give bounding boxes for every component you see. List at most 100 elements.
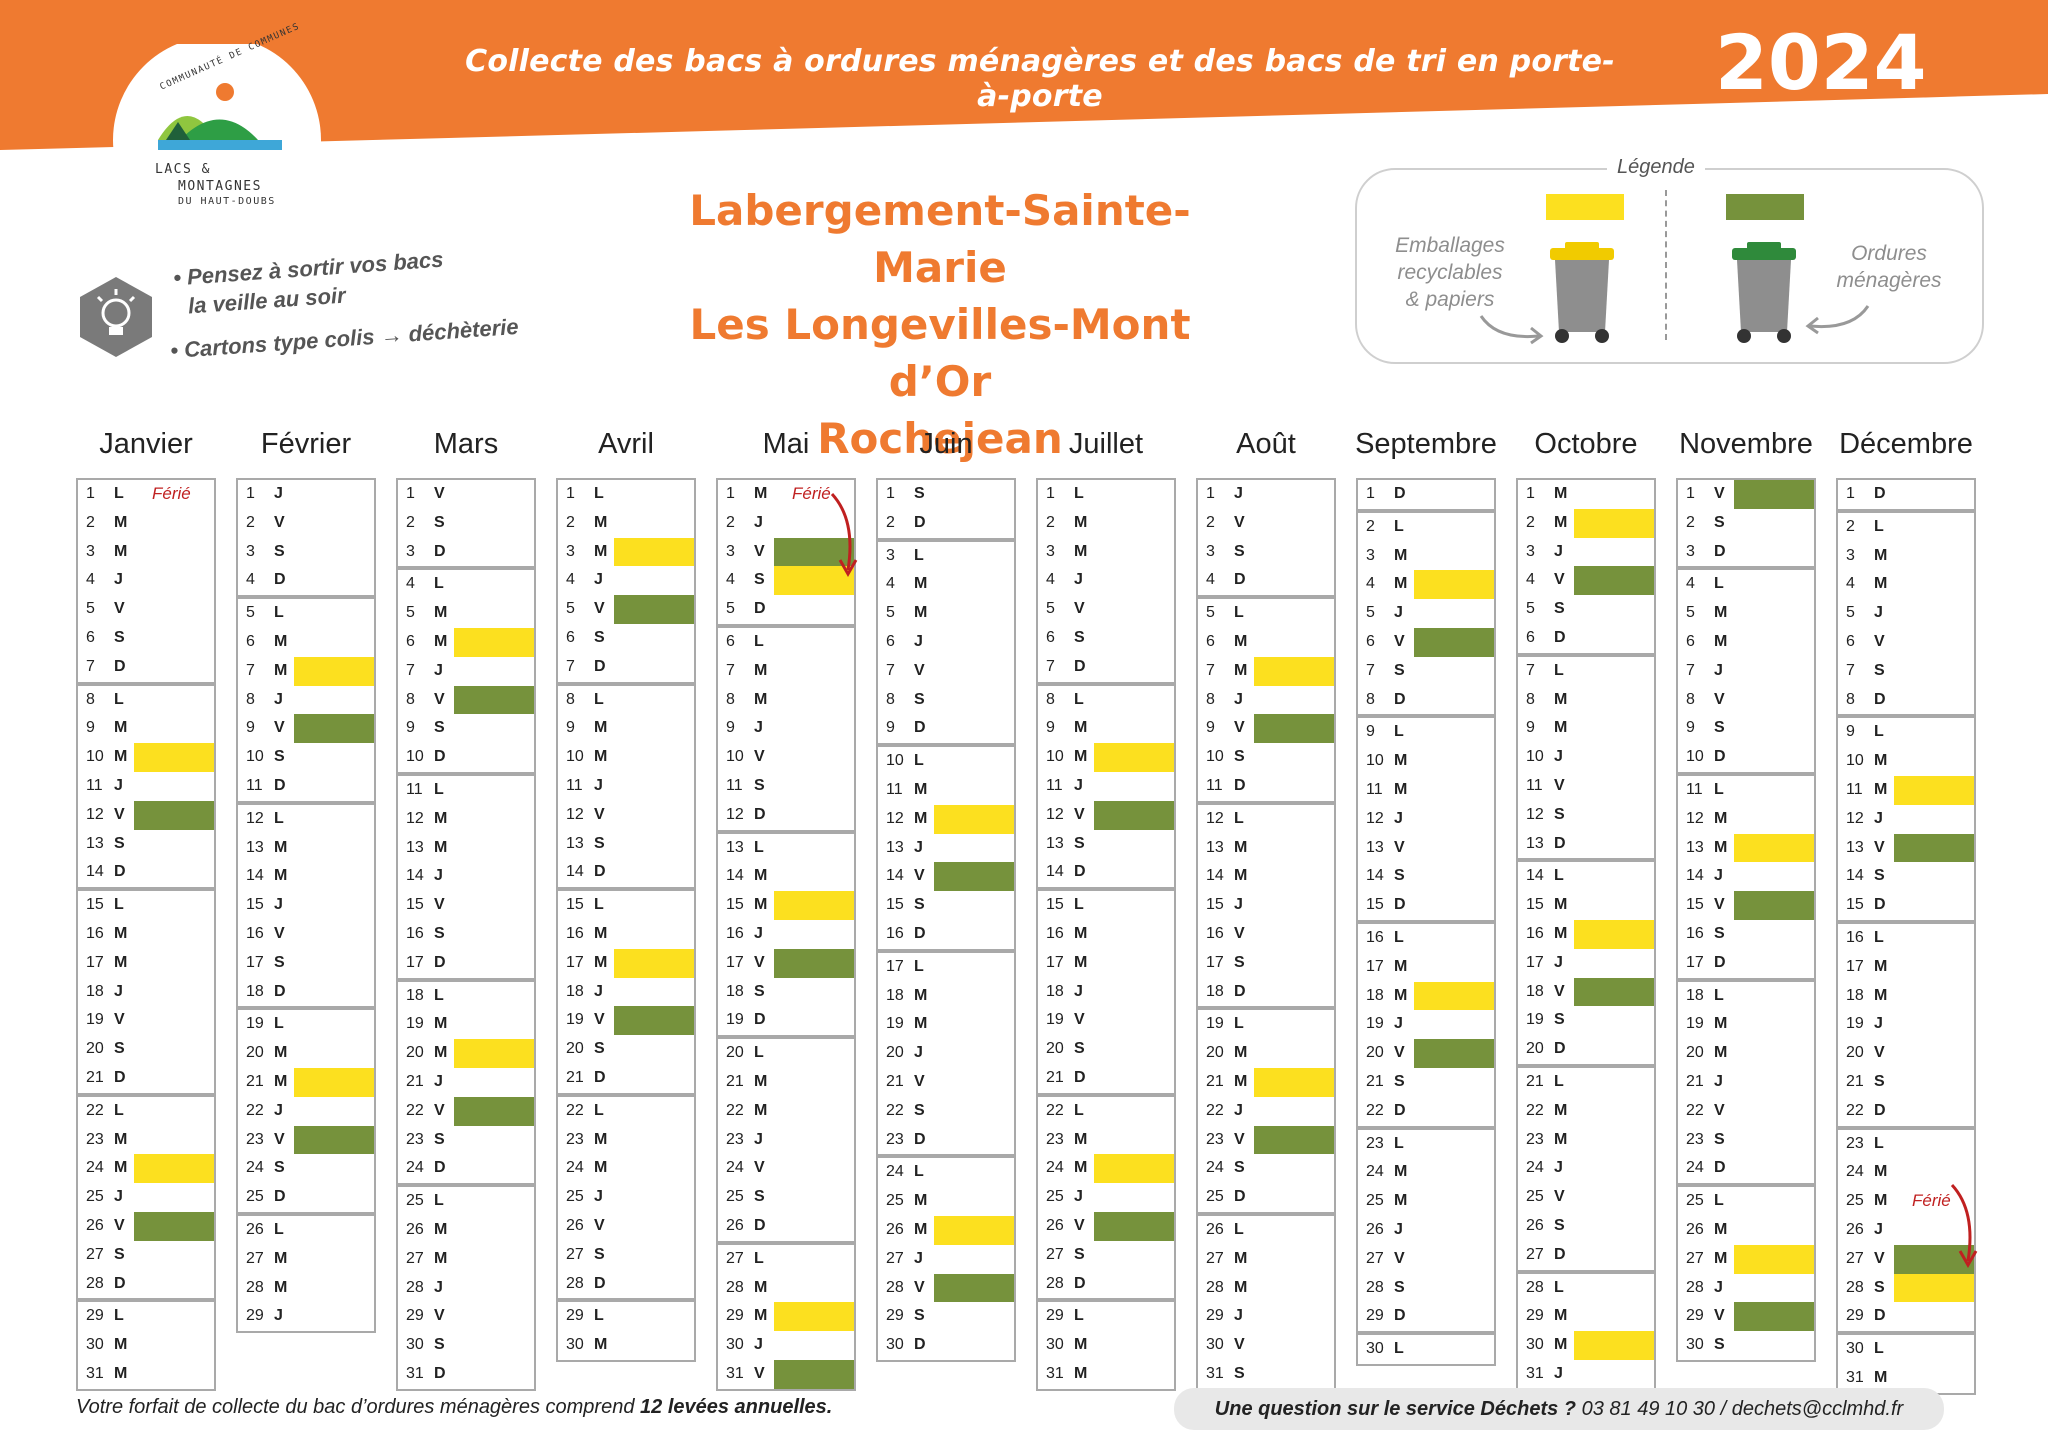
- recycling-collection-marker: [134, 1154, 214, 1184]
- day-row: 23 M: [1518, 1126, 1654, 1155]
- recycling-collection-marker: [1574, 508, 1654, 538]
- day-number: 20: [1846, 1044, 1864, 1062]
- day-row: 29 L: [1038, 1302, 1174, 1331]
- day-letter: L: [114, 485, 124, 502]
- day-row: 28 D: [558, 1270, 694, 1299]
- day-number: 30: [566, 1336, 584, 1354]
- household-waste-collection-marker: [1894, 833, 1974, 863]
- day-row: 31 M: [78, 1360, 214, 1389]
- day-number: 29: [86, 1307, 104, 1325]
- day-number: 8: [1526, 690, 1535, 708]
- day-number: 11: [1206, 776, 1223, 794]
- day-number: 22: [1046, 1101, 1064, 1119]
- day-row: 17 M: [1838, 953, 1974, 982]
- day-row: 11 L: [398, 776, 534, 805]
- day-row: 27 M: [1678, 1244, 1814, 1274]
- day-row: 19 V: [1038, 1006, 1174, 1035]
- day-number: 28: [406, 1278, 424, 1296]
- day-number: 20: [86, 1040, 104, 1058]
- day-letter: J: [1234, 1307, 1243, 1325]
- day-number: 19: [1046, 1011, 1064, 1029]
- day-number: 3: [1206, 542, 1215, 560]
- day-row: 20 L: [718, 1039, 854, 1068]
- day-letter: M: [1394, 546, 1408, 564]
- day-number: 4: [86, 571, 95, 589]
- day-letter: J: [114, 1188, 123, 1206]
- day-letter: D: [1714, 1159, 1726, 1177]
- day-letter: V: [1074, 1011, 1085, 1029]
- day-row: 23 M: [1038, 1126, 1174, 1155]
- day-number: 13: [1046, 834, 1064, 852]
- day-number: 1: [1046, 485, 1055, 502]
- day-row: 15 S: [878, 891, 1014, 920]
- day-letter: L: [1394, 723, 1404, 741]
- day-letter: D: [1554, 628, 1566, 646]
- day-number: 16: [726, 924, 744, 942]
- day-letter: M: [434, 1044, 448, 1062]
- day-letter: J: [914, 838, 923, 856]
- day-letter: L: [914, 1163, 924, 1181]
- tip-2: • Cartons type colis → déchèterie: [169, 313, 520, 364]
- day-letter: D: [1874, 1307, 1886, 1325]
- day-letter: L: [594, 485, 604, 502]
- week-block: 8 L 9 M 10 M 11 J 12 V 13 S 14 D: [76, 683, 216, 890]
- day-row: 16 S: [1678, 920, 1814, 949]
- day-number: 23: [86, 1130, 104, 1148]
- week-block: 18 L 19 M 20 M 21 J 22 V 23 S 24 D: [396, 979, 536, 1186]
- day-letter: D: [1554, 834, 1566, 852]
- day-number: 3: [1526, 542, 1535, 560]
- day-row: 13 V: [1358, 834, 1494, 863]
- day-letter: V: [594, 1011, 605, 1029]
- day-number: 7: [1526, 661, 1535, 679]
- day-row: 30 V: [1198, 1331, 1334, 1360]
- day-number: 5: [86, 600, 95, 618]
- day-letter: S: [1554, 805, 1565, 823]
- day-number: 6: [1846, 632, 1855, 650]
- day-letter: J: [594, 982, 603, 1000]
- day-row: 11 D: [238, 772, 374, 801]
- day-number: 12: [86, 805, 104, 823]
- day-row: 20 M: [1678, 1039, 1814, 1068]
- green-bin-icon: [1732, 242, 1796, 343]
- day-number: 4: [886, 575, 895, 593]
- recycling-collection-marker: [774, 566, 854, 596]
- day-number: 2: [1846, 517, 1855, 535]
- day-row: 27 S: [1038, 1241, 1174, 1270]
- day-number: 20: [726, 1044, 744, 1062]
- day-letter: V: [594, 805, 605, 823]
- day-number: 17: [566, 953, 584, 971]
- day-number: 1: [1686, 485, 1695, 502]
- day-row: 15 L: [78, 891, 214, 920]
- day-letter: D: [1234, 1188, 1246, 1206]
- day-letter: D: [1234, 776, 1246, 794]
- day-row: 14 D: [78, 858, 214, 887]
- day-number: 29: [1206, 1307, 1224, 1325]
- day-letter: M: [914, 604, 928, 622]
- day-number: 24: [1366, 1163, 1384, 1181]
- day-row: 22 L: [558, 1097, 694, 1126]
- day-number: 15: [1526, 896, 1544, 914]
- day-letter: L: [914, 752, 924, 770]
- day-number: 9: [1206, 719, 1215, 737]
- day-number: 12: [566, 805, 584, 823]
- day-letter: S: [1394, 661, 1405, 679]
- day-letter: D: [274, 571, 286, 589]
- day-row: 26 J: [1358, 1216, 1494, 1245]
- week-block: 8 L 9 M 10 M 11 J 12 V 13 S 14 D: [1036, 683, 1176, 890]
- day-row: 23 D: [878, 1126, 1014, 1155]
- day-letter: L: [274, 1220, 284, 1238]
- week-block: 30 L: [1356, 1333, 1496, 1366]
- day-row: 21 V: [878, 1068, 1014, 1097]
- day-letter: L: [754, 632, 764, 650]
